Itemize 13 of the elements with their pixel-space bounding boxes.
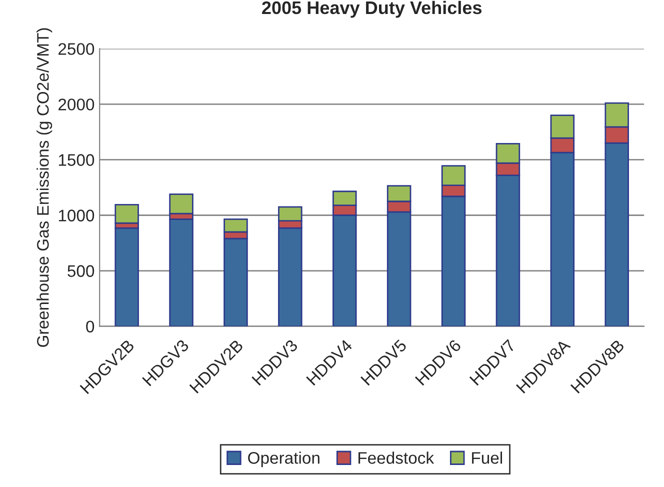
y-tick-label: 2500: [58, 43, 94, 55]
chart-title: 2005 Heavy Duty Vehicles: [262, 0, 482, 18]
bar: [169, 218, 194, 326]
legend-label: Operation: [248, 452, 320, 468]
y-tick-label: 1500: [58, 154, 94, 166]
y-tick-label: 1000: [58, 210, 94, 222]
y-tick-label: 2000: [58, 98, 94, 110]
bar: [114, 227, 139, 326]
y-tick-label: 0: [86, 320, 94, 332]
legend-label: Fuel: [472, 452, 502, 464]
y-axis-title: Greenhouse Gas Emissions (g CO2e/VMT): [36, 28, 52, 347]
legend-label: Feedstock: [358, 452, 434, 464]
y-tick-label: 500: [68, 265, 94, 277]
